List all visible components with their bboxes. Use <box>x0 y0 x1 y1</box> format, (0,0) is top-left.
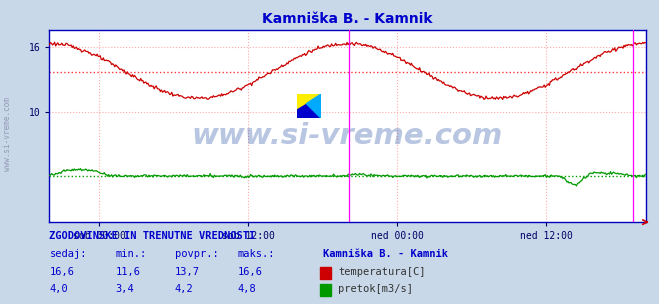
Text: www.si-vreme.com: www.si-vreme.com <box>3 97 13 171</box>
Polygon shape <box>306 94 321 118</box>
Text: 16,6: 16,6 <box>49 267 74 277</box>
Title: Kamniška B. - Kamnik: Kamniška B. - Kamnik <box>262 12 433 26</box>
Polygon shape <box>297 94 321 109</box>
Text: sedaj:: sedaj: <box>49 249 87 259</box>
Bar <box>297 106 309 118</box>
Text: 4,2: 4,2 <box>175 285 193 295</box>
Text: povpr.:: povpr.: <box>175 249 218 259</box>
Text: 11,6: 11,6 <box>115 267 140 277</box>
Text: maks.:: maks.: <box>237 249 275 259</box>
Text: www.si-vreme.com: www.si-vreme.com <box>192 122 503 150</box>
Text: min.:: min.: <box>115 249 146 259</box>
Text: temperatura[C]: temperatura[C] <box>338 267 426 277</box>
Text: 4,0: 4,0 <box>49 285 68 295</box>
Bar <box>297 94 309 106</box>
Polygon shape <box>297 94 321 118</box>
Text: 4,8: 4,8 <box>237 285 256 295</box>
Bar <box>309 106 321 118</box>
Text: 13,7: 13,7 <box>175 267 200 277</box>
Text: 16,6: 16,6 <box>237 267 262 277</box>
Bar <box>309 94 321 106</box>
Text: 3,4: 3,4 <box>115 285 134 295</box>
Text: ZGODOVINSKE IN TRENUTNE VREDNOSTI: ZGODOVINSKE IN TRENUTNE VREDNOSTI <box>49 231 256 241</box>
Text: Kamniška B. - Kamnik: Kamniška B. - Kamnik <box>323 249 448 259</box>
Polygon shape <box>297 94 321 118</box>
Text: pretok[m3/s]: pretok[m3/s] <box>338 285 413 295</box>
